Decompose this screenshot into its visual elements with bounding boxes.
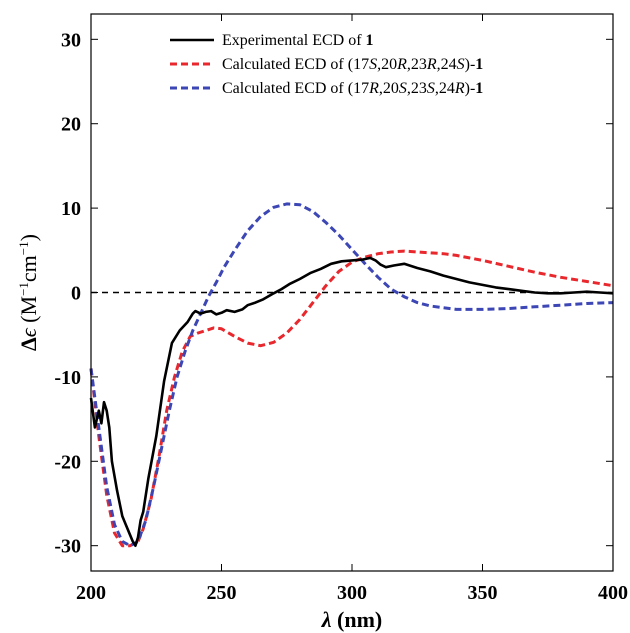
x-axis-unit: (nm) — [332, 607, 383, 632]
legend-text-part: Experimental ECD of — [222, 32, 366, 49]
legend-text-part: ,20 — [377, 56, 397, 73]
legend-label-1: Experimental ECD of 1 — [222, 32, 374, 49]
x-tick-label: 200 — [76, 582, 106, 604]
legend-text-part: ,24 — [437, 56, 457, 73]
y-axis-epsilon: ϵ — [16, 327, 41, 337]
legend-text-part: ,23 — [407, 80, 427, 97]
y-axis-unit-open: (M — [16, 296, 41, 328]
y-tick-label: 30 — [61, 29, 81, 51]
legend-text-part: R — [368, 80, 379, 97]
x-tick-label: 350 — [468, 582, 498, 604]
tick-layer: 200 250 300 350 400 -30 -20 -10 0 10 20 30 — [54, 14, 628, 604]
x-axis-title: λ (nm) — [321, 607, 382, 632]
legend-text-part: 1 — [366, 32, 374, 49]
series-line-2 — [89, 249, 614, 548]
y-tick-label: -10 — [54, 367, 81, 389]
y-tick-label: 20 — [61, 114, 81, 136]
series-line-3 — [89, 202, 614, 548]
x-axis-symbol: λ — [321, 607, 332, 632]
y-axis-unit-close: ) — [16, 234, 41, 241]
legend-text-part: 1 — [475, 56, 483, 73]
legend-text-part: ,23 — [407, 56, 427, 73]
y-tick-label: 10 — [61, 198, 81, 220]
y-axis-unit-sup1: −1 — [16, 282, 31, 296]
series-layer — [89, 202, 614, 548]
legend-label-3: Calculated ECD of (17R,20S,23S,24R)-1 — [222, 80, 483, 97]
legend-text-part: S — [457, 56, 465, 73]
y-tick-label: -20 — [54, 451, 81, 473]
legend-label-2: Calculated ECD of (17S,20R,23R,24S)-1 — [222, 56, 483, 73]
y-axis-unit-mid: cm — [16, 255, 41, 282]
legend-text-part: )- — [465, 80, 476, 97]
legend-text-part: R — [426, 56, 437, 73]
y-tick-label: -30 — [54, 536, 81, 558]
legend-text-part: S — [427, 80, 435, 97]
legend-text-part: Calculated ECD of (17 — [222, 80, 369, 97]
y-axis-delta: Δ — [16, 337, 41, 351]
legend-text-part: R — [396, 56, 407, 73]
series-line-1 — [89, 256, 614, 547]
legend-text-part: ,24 — [435, 80, 455, 97]
legend-text-part: Calculated ECD of (17 — [222, 56, 369, 73]
legend-text-part: S — [369, 56, 377, 73]
x-tick-label: 250 — [207, 582, 237, 604]
y-axis-title: Δϵ (M−1cm−1) — [16, 234, 41, 351]
y-tick-label: 0 — [71, 283, 81, 305]
legend-text-part: R — [454, 80, 465, 97]
legend-text-part: )- — [465, 56, 476, 73]
legend-text-part: 1 — [475, 80, 483, 97]
y-axis-unit-sup2: −1 — [16, 241, 31, 255]
x-tick-label: 300 — [337, 582, 367, 604]
x-tick-label: 400 — [598, 582, 628, 604]
legend-text-part: S — [399, 80, 407, 97]
legend-text-part: ,20 — [379, 80, 399, 97]
